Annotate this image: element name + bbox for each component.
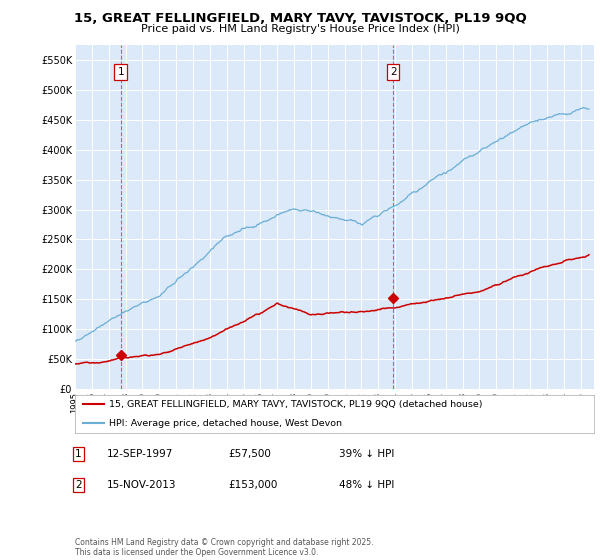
Text: 15, GREAT FELLINGFIELD, MARY TAVY, TAVISTOCK, PL19 9QQ (detached house): 15, GREAT FELLINGFIELD, MARY TAVY, TAVIS… — [109, 400, 482, 409]
Text: 1: 1 — [75, 449, 82, 459]
Text: Contains HM Land Registry data © Crown copyright and database right 2025.
This d: Contains HM Land Registry data © Crown c… — [75, 538, 373, 557]
Text: 39% ↓ HPI: 39% ↓ HPI — [339, 449, 394, 459]
Text: HPI: Average price, detached house, West Devon: HPI: Average price, detached house, West… — [109, 419, 342, 428]
Text: 48% ↓ HPI: 48% ↓ HPI — [339, 480, 394, 490]
Text: 15, GREAT FELLINGFIELD, MARY TAVY, TAVISTOCK, PL19 9QQ: 15, GREAT FELLINGFIELD, MARY TAVY, TAVIS… — [74, 12, 526, 25]
Text: Price paid vs. HM Land Registry's House Price Index (HPI): Price paid vs. HM Land Registry's House … — [140, 24, 460, 34]
Text: 2: 2 — [390, 67, 397, 77]
Text: 1: 1 — [118, 67, 124, 77]
Text: 2: 2 — [75, 480, 82, 490]
Text: 15-NOV-2013: 15-NOV-2013 — [107, 480, 176, 490]
Text: 12-SEP-1997: 12-SEP-1997 — [107, 449, 173, 459]
Text: £57,500: £57,500 — [228, 449, 271, 459]
Text: £153,000: £153,000 — [228, 480, 277, 490]
